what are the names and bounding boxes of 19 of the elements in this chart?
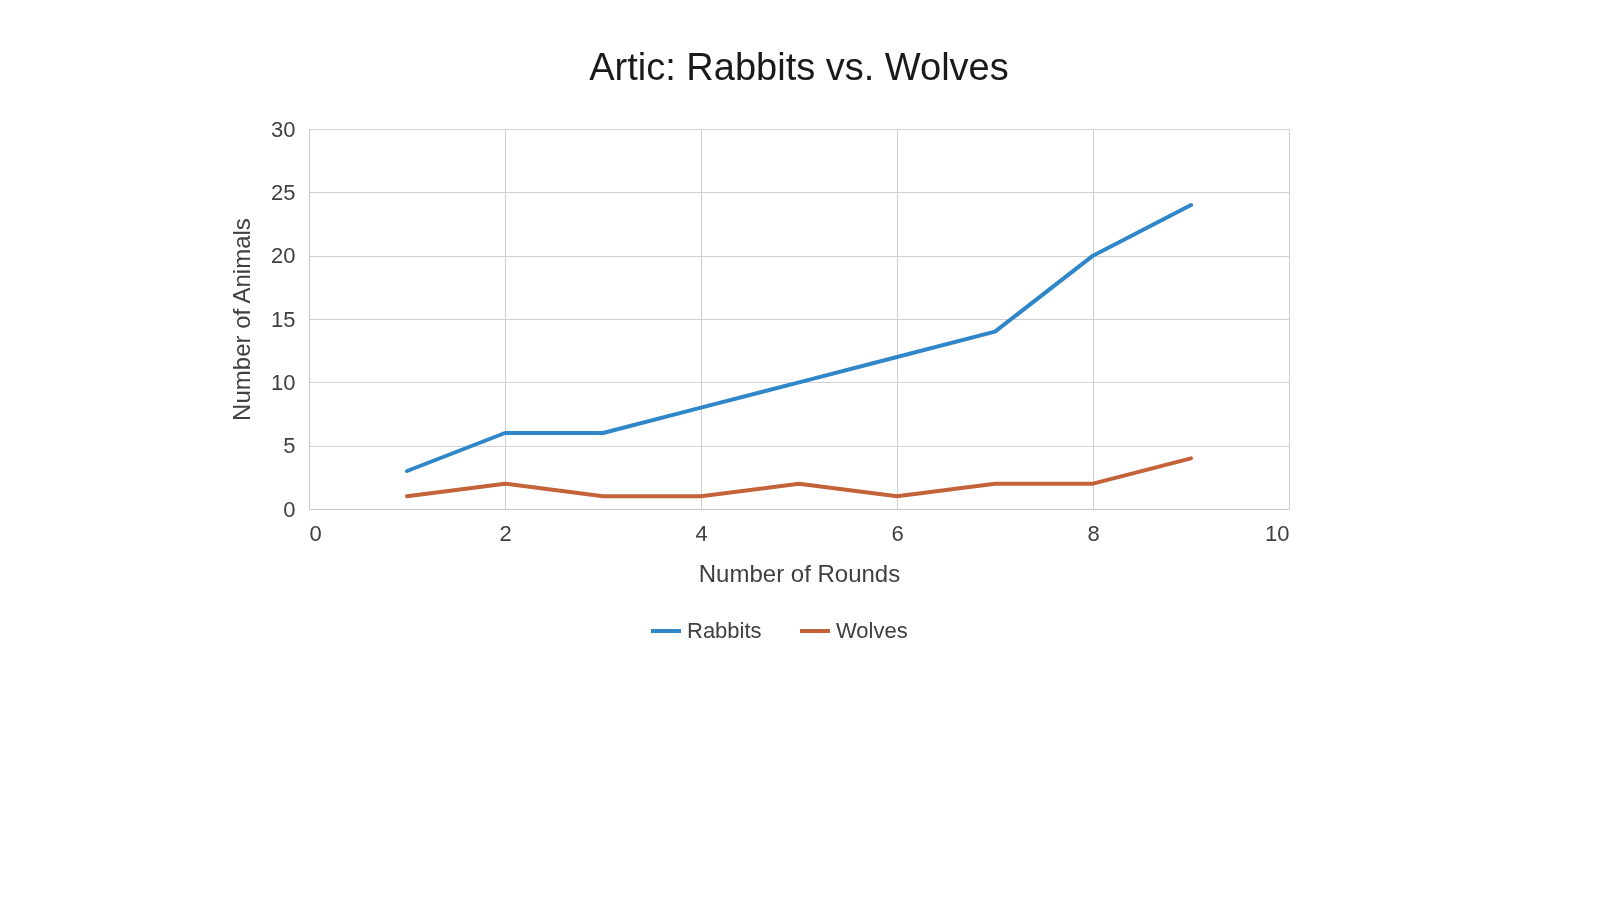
y-tick-label: 20 [271, 243, 296, 269]
x-tick-label: 10 [1265, 520, 1290, 546]
x-tick-label: 0 [309, 520, 322, 546]
x-tick-label: 8 [1087, 520, 1100, 546]
y-tick-label: 0 [283, 496, 296, 522]
y-tick-label: 30 [271, 116, 296, 142]
y-tick-label: 5 [283, 433, 296, 459]
y-tick-label: 10 [271, 369, 296, 395]
legend-label: Rabbits [687, 618, 762, 643]
line-series [405, 203, 1193, 473]
x-tick-label: 4 [695, 520, 708, 546]
legend-label: Wolves [836, 618, 908, 643]
y-tick-label: 25 [271, 179, 296, 205]
x-axis-title: Number of Rounds [698, 559, 901, 587]
y-tick-label: 15 [271, 306, 296, 332]
y-axis-title: Number of Animals [228, 218, 256, 421]
x-tick-label: 2 [499, 520, 512, 546]
chart-title: Artic: Rabbits vs. Wolves [589, 46, 1009, 88]
x-tick-label: 6 [891, 520, 904, 546]
